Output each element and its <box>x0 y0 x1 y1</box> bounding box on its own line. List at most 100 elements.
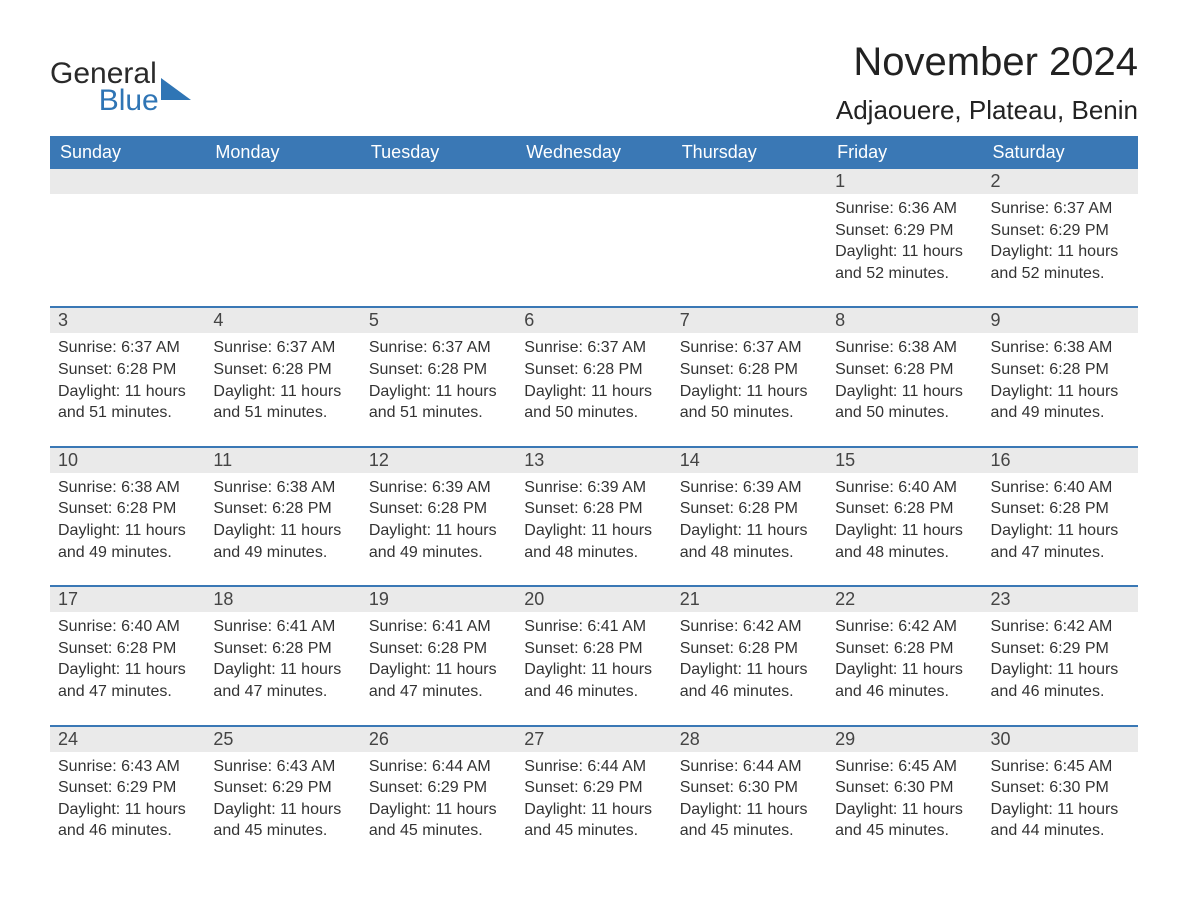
day-content-cell: Sunrise: 6:39 AMSunset: 6:28 PMDaylight:… <box>672 473 827 586</box>
sunrise-text: Sunrise: 6:45 AM <box>991 756 1130 778</box>
day-content-cell: Sunrise: 6:38 AMSunset: 6:28 PMDaylight:… <box>50 473 205 586</box>
sunrise-text: Sunrise: 6:45 AM <box>835 756 974 778</box>
sunrise-text: Sunrise: 6:44 AM <box>524 756 663 778</box>
col-header: Sunday <box>50 136 205 169</box>
day-content-cell: Sunrise: 6:41 AMSunset: 6:28 PMDaylight:… <box>205 612 360 725</box>
sunset-text: Sunset: 6:28 PM <box>213 359 352 381</box>
sunset-text: Sunset: 6:30 PM <box>680 777 819 799</box>
sunset-text: Sunset: 6:28 PM <box>524 359 663 381</box>
sunrise-text: Sunrise: 6:43 AM <box>213 756 352 778</box>
sunrise-text: Sunrise: 6:39 AM <box>524 477 663 499</box>
day-number-row: 12 <box>50 169 1138 194</box>
day-number-cell: 13 <box>516 447 671 473</box>
daylight-text: Daylight: 11 hours and 46 minutes. <box>680 659 819 702</box>
day-number-cell: 9 <box>983 307 1138 333</box>
day-content-cell: Sunrise: 6:38 AMSunset: 6:28 PMDaylight:… <box>205 473 360 586</box>
day-content-row: Sunrise: 6:40 AMSunset: 6:28 PMDaylight:… <box>50 612 1138 725</box>
daylight-text: Daylight: 11 hours and 50 minutes. <box>524 381 663 424</box>
brand-text: General Blue <box>50 60 157 114</box>
day-number-cell: 27 <box>516 726 671 752</box>
day-content-cell: Sunrise: 6:39 AMSunset: 6:28 PMDaylight:… <box>361 473 516 586</box>
sunrise-text: Sunrise: 6:40 AM <box>58 616 197 638</box>
sunrise-text: Sunrise: 6:40 AM <box>835 477 974 499</box>
sunrise-text: Sunrise: 6:42 AM <box>991 616 1130 638</box>
daylight-text: Daylight: 11 hours and 51 minutes. <box>213 381 352 424</box>
day-content-cell: Sunrise: 6:38 AMSunset: 6:28 PMDaylight:… <box>827 333 982 446</box>
day-content-cell: Sunrise: 6:42 AMSunset: 6:29 PMDaylight:… <box>983 612 1138 725</box>
day-number-row: 10111213141516 <box>50 447 1138 473</box>
daylight-text: Daylight: 11 hours and 45 minutes. <box>524 799 663 842</box>
day-content-cell: Sunrise: 6:45 AMSunset: 6:30 PMDaylight:… <box>827 752 982 864</box>
day-number-cell: 25 <box>205 726 360 752</box>
sunrise-text: Sunrise: 6:38 AM <box>991 337 1130 359</box>
day-number-cell: 24 <box>50 726 205 752</box>
daylight-text: Daylight: 11 hours and 51 minutes. <box>369 381 508 424</box>
sunrise-text: Sunrise: 6:42 AM <box>835 616 974 638</box>
day-content-cell <box>361 194 516 307</box>
sunset-text: Sunset: 6:28 PM <box>58 359 197 381</box>
sunrise-text: Sunrise: 6:42 AM <box>680 616 819 638</box>
sunrise-text: Sunrise: 6:44 AM <box>680 756 819 778</box>
day-content-cell: Sunrise: 6:42 AMSunset: 6:28 PMDaylight:… <box>672 612 827 725</box>
day-content-cell: Sunrise: 6:44 AMSunset: 6:29 PMDaylight:… <box>516 752 671 864</box>
sunset-text: Sunset: 6:28 PM <box>213 638 352 660</box>
daylight-text: Daylight: 11 hours and 52 minutes. <box>835 241 974 284</box>
day-content-cell: Sunrise: 6:37 AMSunset: 6:28 PMDaylight:… <box>361 333 516 446</box>
daylight-text: Daylight: 11 hours and 47 minutes. <box>991 520 1130 563</box>
day-number-cell <box>205 169 360 194</box>
day-number-cell: 11 <box>205 447 360 473</box>
day-content-cell: Sunrise: 6:38 AMSunset: 6:28 PMDaylight:… <box>983 333 1138 446</box>
day-content-cell: Sunrise: 6:36 AMSunset: 6:29 PMDaylight:… <box>827 194 982 307</box>
day-content-cell: Sunrise: 6:37 AMSunset: 6:29 PMDaylight:… <box>983 194 1138 307</box>
sunset-text: Sunset: 6:28 PM <box>680 638 819 660</box>
sunset-text: Sunset: 6:29 PM <box>991 638 1130 660</box>
sunset-text: Sunset: 6:28 PM <box>991 498 1130 520</box>
sunrise-text: Sunrise: 6:40 AM <box>991 477 1130 499</box>
day-number-cell: 10 <box>50 447 205 473</box>
day-number-cell: 22 <box>827 586 982 612</box>
daylight-text: Daylight: 11 hours and 46 minutes. <box>524 659 663 702</box>
day-content-cell <box>672 194 827 307</box>
calendar-body: 12Sunrise: 6:36 AMSunset: 6:29 PMDayligh… <box>50 169 1138 864</box>
day-content-cell: Sunrise: 6:40 AMSunset: 6:28 PMDaylight:… <box>827 473 982 586</box>
daylight-text: Daylight: 11 hours and 49 minutes. <box>58 520 197 563</box>
sunset-text: Sunset: 6:29 PM <box>524 777 663 799</box>
day-content-cell: Sunrise: 6:39 AMSunset: 6:28 PMDaylight:… <box>516 473 671 586</box>
sunset-text: Sunset: 6:28 PM <box>369 498 508 520</box>
day-content-row: Sunrise: 6:38 AMSunset: 6:28 PMDaylight:… <box>50 473 1138 586</box>
calendar-table: Sunday Monday Tuesday Wednesday Thursday… <box>50 136 1138 864</box>
sunset-text: Sunset: 6:28 PM <box>835 638 974 660</box>
header: General Blue November 2024 Adjaouere, Pl… <box>50 40 1138 126</box>
day-number-cell: 4 <box>205 307 360 333</box>
sunset-text: Sunset: 6:28 PM <box>524 498 663 520</box>
daylight-text: Daylight: 11 hours and 46 minutes. <box>835 659 974 702</box>
day-number-cell: 28 <box>672 726 827 752</box>
title-block: November 2024 Adjaouere, Plateau, Benin <box>836 40 1138 126</box>
sunset-text: Sunset: 6:28 PM <box>369 638 508 660</box>
daylight-text: Daylight: 11 hours and 44 minutes. <box>991 799 1130 842</box>
day-content-cell <box>516 194 671 307</box>
sunrise-text: Sunrise: 6:43 AM <box>58 756 197 778</box>
sunset-text: Sunset: 6:28 PM <box>835 498 974 520</box>
daylight-text: Daylight: 11 hours and 45 minutes. <box>369 799 508 842</box>
sunset-text: Sunset: 6:30 PM <box>991 777 1130 799</box>
day-number-cell: 3 <box>50 307 205 333</box>
sunrise-text: Sunrise: 6:38 AM <box>58 477 197 499</box>
sunset-text: Sunset: 6:28 PM <box>991 359 1130 381</box>
day-number-cell: 6 <box>516 307 671 333</box>
brand-word-2: Blue <box>99 87 159 114</box>
day-number-cell: 12 <box>361 447 516 473</box>
sunrise-text: Sunrise: 6:37 AM <box>213 337 352 359</box>
day-number-cell: 18 <box>205 586 360 612</box>
month-title: November 2024 <box>836 40 1138 85</box>
sunset-text: Sunset: 6:28 PM <box>524 638 663 660</box>
sunrise-text: Sunrise: 6:41 AM <box>524 616 663 638</box>
sunset-text: Sunset: 6:28 PM <box>835 359 974 381</box>
col-header: Friday <box>827 136 982 169</box>
day-number-cell <box>672 169 827 194</box>
sunrise-text: Sunrise: 6:39 AM <box>369 477 508 499</box>
daylight-text: Daylight: 11 hours and 45 minutes. <box>680 799 819 842</box>
sunrise-text: Sunrise: 6:39 AM <box>680 477 819 499</box>
day-number-cell <box>361 169 516 194</box>
day-number-cell: 17 <box>50 586 205 612</box>
